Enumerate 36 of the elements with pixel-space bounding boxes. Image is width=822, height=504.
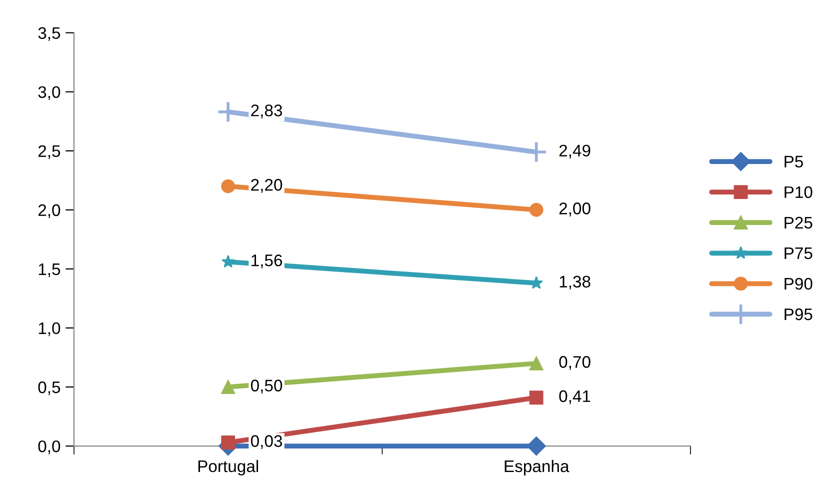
point — [216, 100, 240, 123]
point — [529, 390, 544, 405]
data-label: 2,00 — [559, 202, 590, 216]
y-tick-label: 1,0 — [38, 322, 60, 336]
legend-label: P5 — [784, 156, 803, 168]
y-tick-label: 0,0 — [38, 440, 60, 454]
data-label: 0,41 — [559, 390, 590, 404]
legend-label: P95 — [784, 308, 812, 320]
point — [221, 436, 236, 450]
data-label: 1,56 — [252, 254, 282, 268]
data-label: 0,70 — [559, 356, 590, 370]
data-label: 0,03 — [250, 435, 282, 449]
legend-label: P25 — [784, 216, 812, 229]
legend-label: P90 — [784, 278, 812, 290]
legend-label: P75 — [784, 248, 812, 260]
legend-label: P10 — [784, 186, 812, 198]
point — [529, 356, 544, 370]
y-tick-label: 1,5 — [38, 263, 60, 278]
data-label: 2,83 — [251, 104, 282, 118]
point — [525, 140, 548, 164]
point — [526, 436, 546, 456]
point — [221, 380, 236, 394]
y-tick-label: 2,0 — [38, 204, 60, 218]
point — [221, 254, 235, 268]
data-label: 2,49 — [559, 144, 590, 158]
y-tick-label: 2,5 — [38, 145, 60, 160]
data-label: 0,50 — [250, 380, 282, 394]
y-tick-label: 3,5 — [38, 27, 60, 41]
x-tick-label: Portugal — [198, 460, 258, 476]
y-tick-label: 3,0 — [38, 86, 60, 100]
data-label: 2,20 — [251, 178, 282, 193]
data-label: 1,38 — [560, 276, 590, 290]
point — [529, 202, 544, 217]
y-tick-label: 0,5 — [38, 381, 60, 396]
x-tick-label: Espanha — [504, 460, 570, 476]
point — [221, 179, 236, 194]
